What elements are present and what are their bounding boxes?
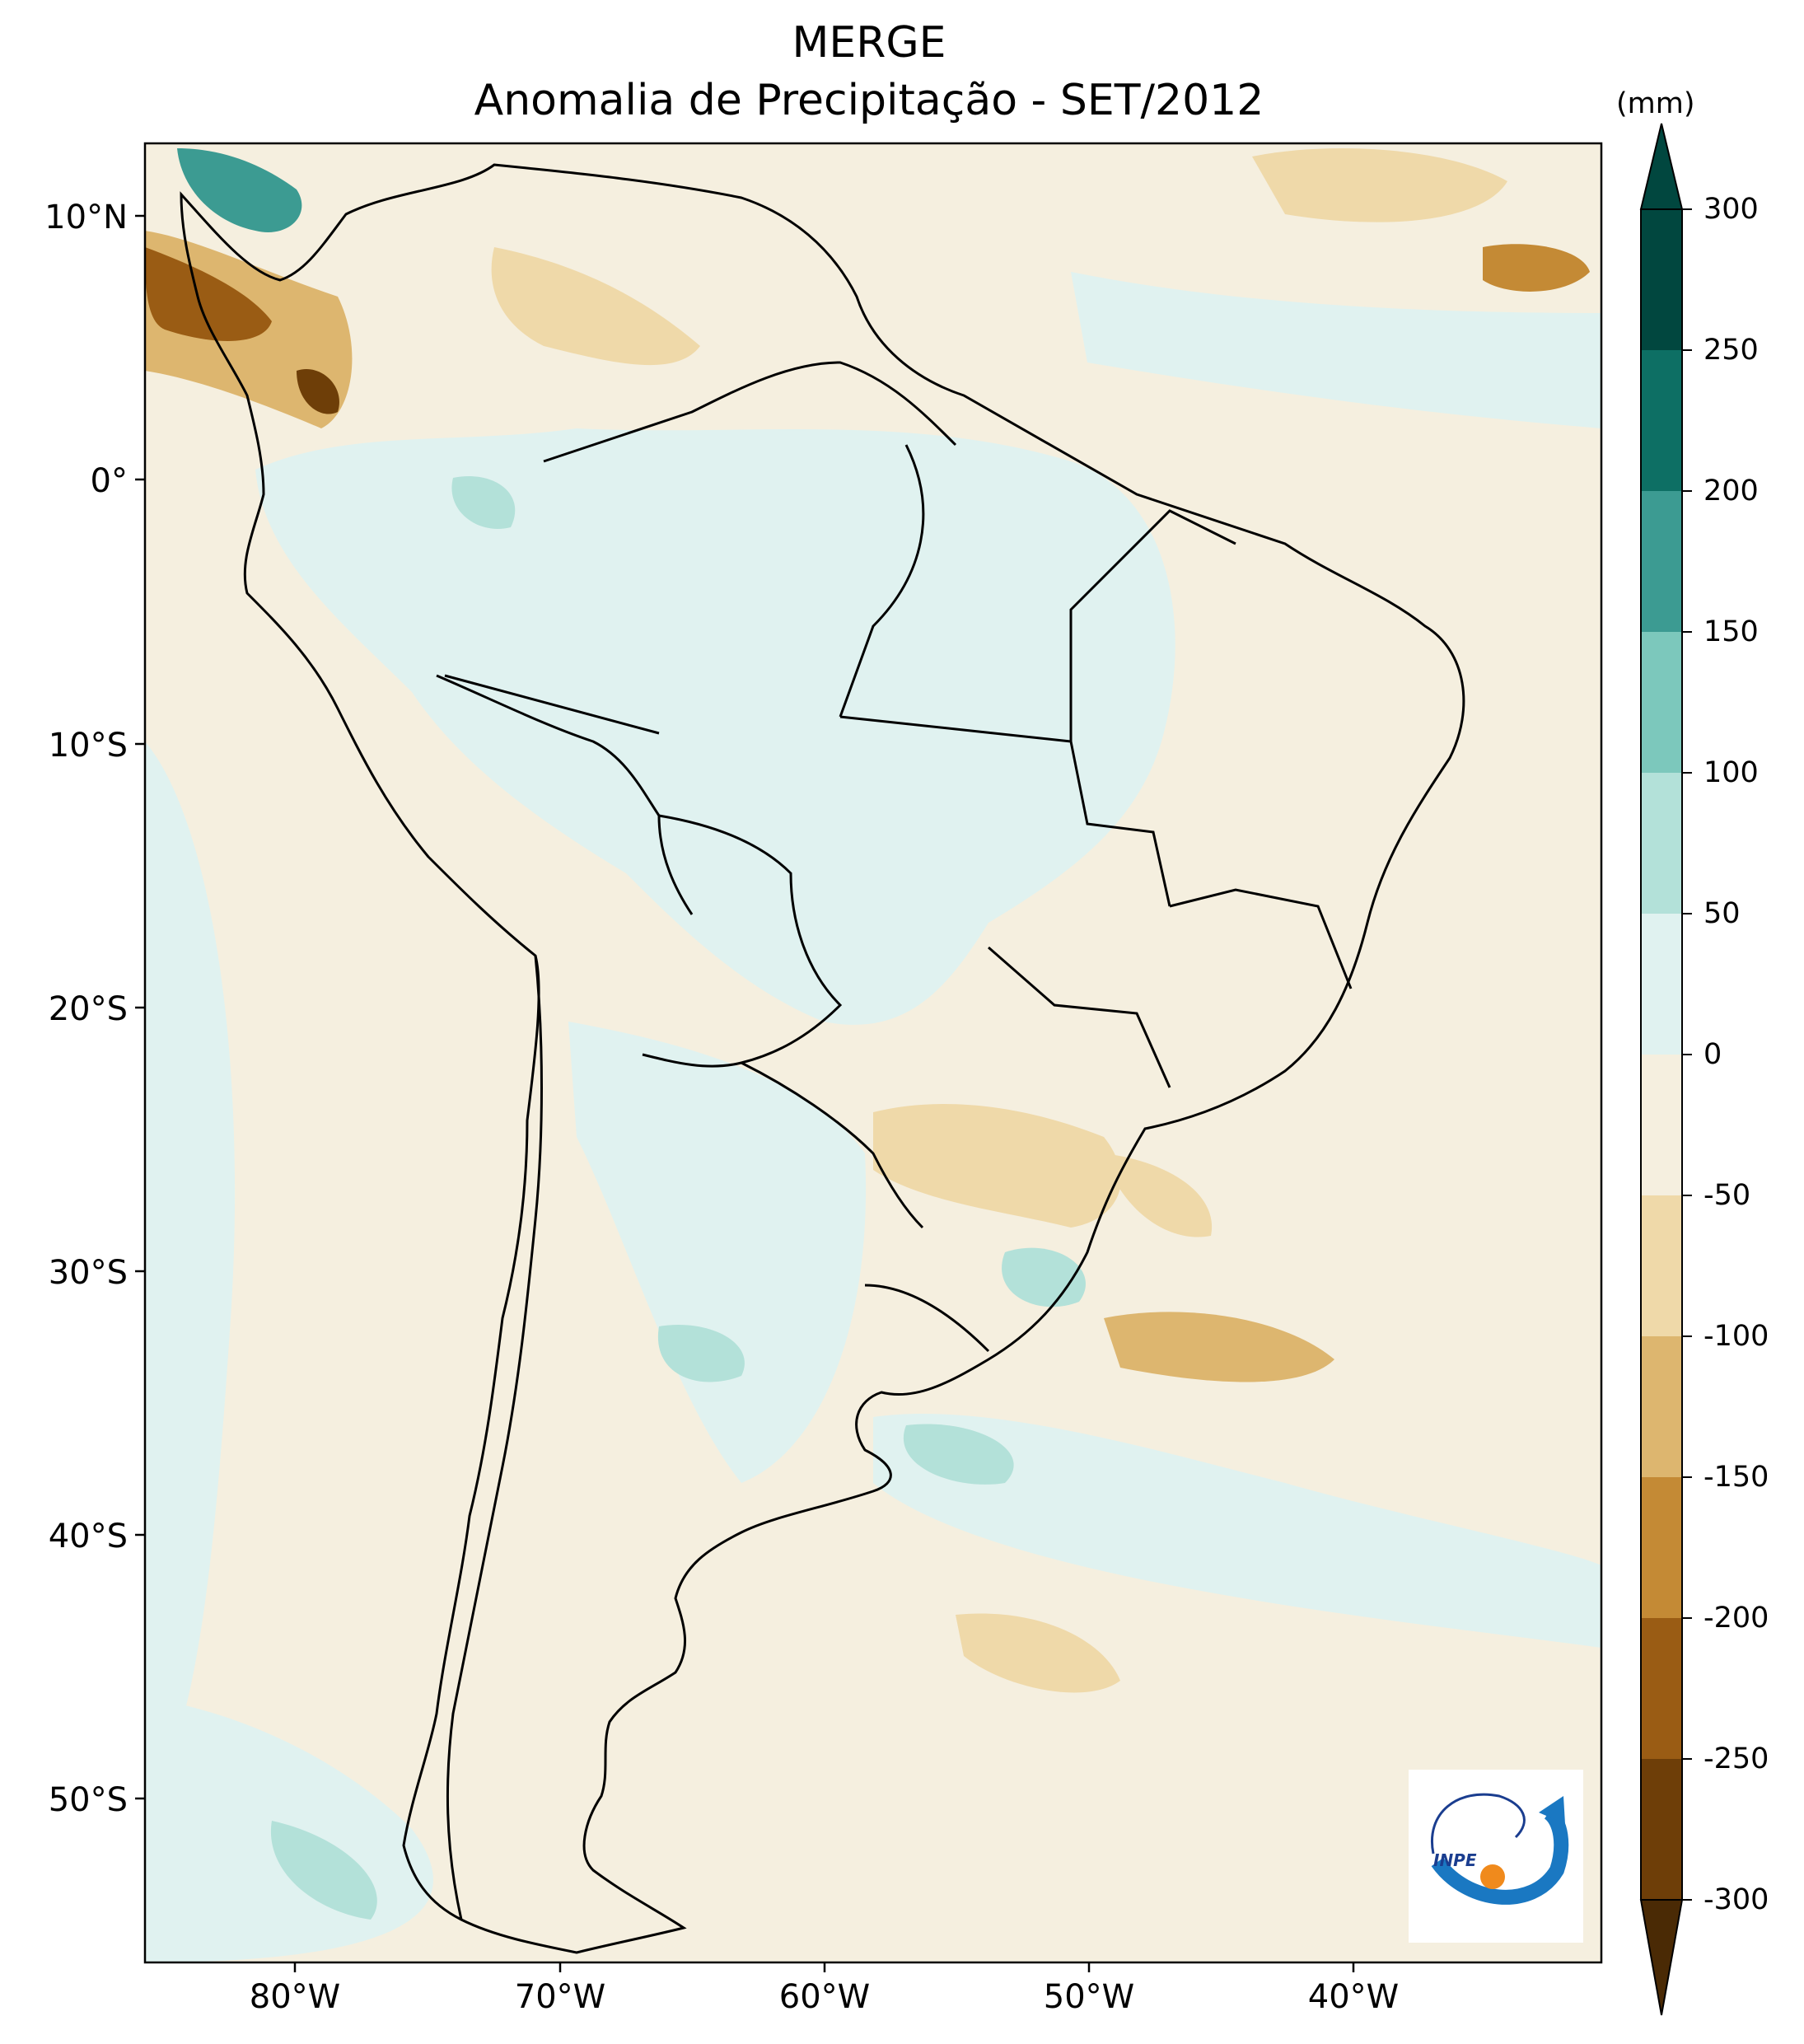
- anomaly-negative-atlantic-south: [1104, 1312, 1334, 1382]
- colorbar-segment: [1641, 1477, 1682, 1618]
- anomaly-positive-mid-3: [903, 1424, 1014, 1485]
- anomaly-positive-atlantic-south: [873, 1414, 1601, 1648]
- border-peru-brazil: [444, 674, 660, 735]
- border-argentina-chile: [446, 955, 543, 1920]
- xtick-label: 80°W: [249, 1978, 341, 2016]
- border-uruguay: [864, 1284, 990, 1353]
- border-brazil-north: [543, 361, 957, 463]
- map-title: MERGE: [792, 18, 946, 68]
- colorbar: [1639, 123, 1692, 2016]
- ytick-label: 30°S: [48, 1254, 128, 1292]
- anomaly-negative-colombia-strong: [145, 247, 272, 341]
- ytick-label: 50°S: [48, 1781, 128, 1819]
- colorbar-segment: [1641, 773, 1682, 914]
- border-brazil-states-1: [839, 715, 1171, 907]
- field-background: [145, 143, 1601, 1962]
- colorbar-extend-max: [1639, 123, 1684, 210]
- colorbar-label: 0: [1704, 1038, 1722, 1071]
- anomaly-positive-amazon: [255, 428, 1175, 1025]
- border-brazil-states-4: [1169, 888, 1353, 989]
- border-brazil-states-5: [988, 946, 1171, 1088]
- colorbar-segment: [1641, 1618, 1682, 1759]
- ytick-label: 10°N: [44, 199, 128, 236]
- anomaly-field: [145, 143, 1601, 1962]
- anomaly-positive-west-pacific: [145, 741, 236, 1812]
- colorbar-label: -300: [1704, 1883, 1769, 1916]
- ytick-label: 40°S: [48, 1518, 128, 1555]
- colorbar-label: 100: [1704, 756, 1759, 789]
- anomaly-negative-atlantic-se: [956, 1613, 1120, 1693]
- anomaly-positive-mid-4: [270, 1821, 377, 1920]
- colorbar-segment: [1641, 632, 1682, 773]
- south-america-coastline: [180, 163, 1465, 1954]
- colorbar-label: 50: [1704, 897, 1741, 930]
- xtick-label: 70°W: [514, 1978, 606, 2016]
- anomaly-negative-atlantic-north-1: [1252, 148, 1507, 222]
- border-paraguay: [741, 1061, 924, 1229]
- colorbar-unit: (mm): [1616, 87, 1695, 120]
- colorbar-segment: [1641, 1055, 1682, 1195]
- anomaly-negative-venezuela: [491, 247, 700, 366]
- anomaly-positive-andes: [568, 1022, 867, 1483]
- map-subtitle: Anomalia de Precipitação - SET/2012: [474, 76, 1264, 125]
- anomaly-positive-mid-5: [451, 476, 516, 529]
- anomaly-negative-coast-south: [1104, 1153, 1213, 1237]
- border-brazil-states-3: [1069, 509, 1236, 741]
- anomaly-negative-parana: [873, 1104, 1121, 1228]
- colorbar-label: 200: [1704, 475, 1759, 507]
- ytick-label: 0°: [90, 462, 128, 500]
- map-frame: [143, 142, 1603, 1964]
- anomaly-positive-caribbean: [177, 148, 302, 232]
- anomaly-negative-colombia-core: [297, 369, 339, 414]
- colorbar-label: 300: [1704, 193, 1759, 226]
- colorbar-segment: [1641, 350, 1682, 491]
- colorbar-segment: [1641, 914, 1682, 1055]
- colorbar-segment: [1641, 491, 1682, 632]
- inpe-logo-text: INPE: [1433, 1850, 1477, 1870]
- colorbar-segment: [1641, 1336, 1682, 1477]
- inpe-logo: [1409, 1770, 1583, 1943]
- colorbar-label: 150: [1704, 615, 1759, 648]
- colorbar-segment: [1641, 209, 1682, 350]
- anomaly-positive-atlantic-north: [1071, 272, 1601, 428]
- colorbar-label: -150: [1704, 1461, 1769, 1494]
- colorbar-label: -100: [1704, 1320, 1769, 1353]
- anomaly-positive-mid-1: [657, 1325, 745, 1382]
- xtick-label: 60°W: [778, 1978, 871, 2016]
- ytick-label: 20°S: [48, 990, 128, 1028]
- ytick-label: 10°S: [48, 727, 128, 765]
- colorbar-label: -250: [1704, 1742, 1769, 1775]
- xtick-label: 40°W: [1307, 1978, 1400, 2016]
- coastlines-and-borders: [180, 163, 1465, 1954]
- xtick-label: 50°W: [1043, 1978, 1135, 2016]
- colorbar-label: -50: [1704, 1179, 1751, 1212]
- colorbar-segment: [1641, 1759, 1682, 1900]
- border-brazil-west: [436, 674, 694, 915]
- colorbar-label: -200: [1704, 1602, 1769, 1635]
- anomaly-negative-atlantic-north-2: [1483, 244, 1590, 292]
- border-brazil-states-2: [839, 444, 925, 718]
- colorbar-extend-min: [1639, 1899, 1684, 2016]
- border-bolivia: [642, 814, 843, 1068]
- colorbar-label: 250: [1704, 334, 1759, 367]
- colorbar-segment: [1641, 1195, 1682, 1336]
